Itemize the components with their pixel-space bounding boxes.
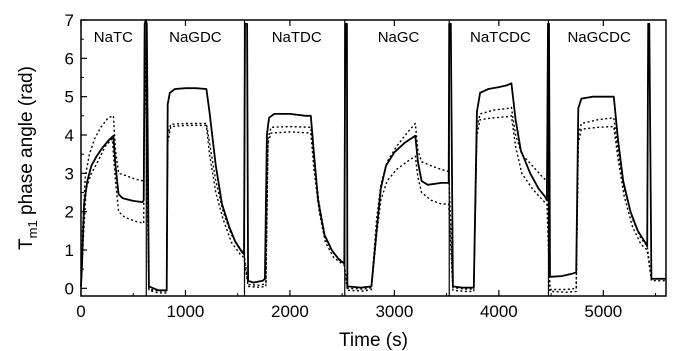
y-tick-label: 4: [65, 126, 74, 145]
y-tick-label: 6: [65, 49, 74, 68]
y-axis-label-sub: m1: [25, 220, 40, 238]
x-tick-label: 3000: [375, 302, 413, 321]
x-tick-label: 4000: [480, 302, 518, 321]
x-tick-label: 2000: [271, 302, 309, 321]
axis-ticks: 0 1000 2000 3000 4000 5000 0 1 2 3 4 5 6 7: [65, 11, 657, 321]
segment-label: NaTDC: [272, 29, 322, 46]
y-tick-label: 0: [65, 279, 74, 298]
segment-label: NaTC: [94, 29, 133, 46]
y-axis-label-main: T: [16, 238, 37, 250]
y-tick-label: 5: [65, 88, 74, 107]
plot-frame: [80, 19, 667, 297]
x-tick-label: 0: [76, 302, 85, 321]
y-axis-label: Tm1 phase angle (rad): [16, 66, 40, 250]
x-tick-label: 5000: [584, 302, 622, 321]
segment-labels: NaTC NaGDC NaTDC NaGC NaTCDC NaGCDC: [94, 29, 631, 46]
x-axis-label: Time (s): [339, 330, 408, 351]
series-line-3: [80, 23, 666, 294]
x-tick-label: 1000: [167, 302, 205, 321]
y-tick-label: 1: [65, 241, 74, 260]
y-tick-label: 7: [65, 11, 74, 30]
segment-label: NaTCDC: [470, 29, 531, 46]
segment-label: NaGC: [378, 29, 420, 46]
segment-label: NaGDC: [169, 29, 222, 46]
segment-label: NaGCDC: [567, 29, 631, 46]
y-tick-label: 2: [65, 203, 74, 222]
y-tick-label: 3: [65, 164, 74, 183]
y-axis-label-rest: phase angle (rad): [16, 66, 37, 220]
series-line-1: [80, 19, 666, 292]
series-lines: [80, 19, 666, 294]
